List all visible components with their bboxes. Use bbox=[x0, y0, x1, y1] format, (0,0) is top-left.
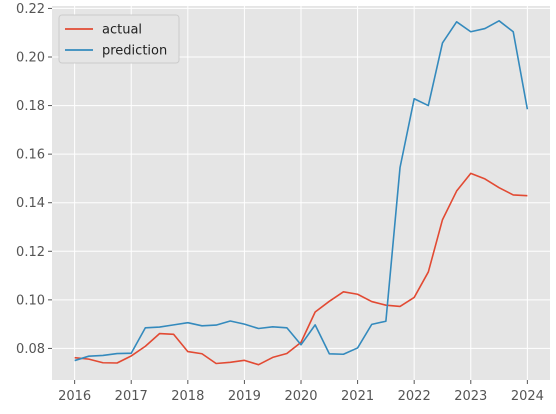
y-tick-label: 0.10 bbox=[16, 293, 45, 308]
x-tick-label: 2017 bbox=[115, 389, 148, 404]
x-axis-ticks: 2016 2017 2018 2019 2020 2021 2022 2023 2024 bbox=[58, 380, 544, 404]
legend-label-prediction: prediction bbox=[102, 44, 167, 59]
series-layer bbox=[74, 20, 529, 366]
y-tick-label: 0.14 bbox=[16, 196, 45, 211]
legend-label-actual: actual bbox=[102, 23, 142, 38]
x-tick-label: 2019 bbox=[228, 389, 261, 404]
x-tick-label: 2024 bbox=[511, 389, 544, 404]
y-tick-label: 0.20 bbox=[16, 51, 45, 66]
x-tick-label: 2020 bbox=[284, 389, 317, 404]
grid-lines bbox=[52, 6, 550, 380]
x-tick-label: 2022 bbox=[398, 389, 431, 404]
x-tick-label: 2018 bbox=[171, 389, 204, 404]
y-tick-label: 0.16 bbox=[16, 148, 45, 163]
x-tick-label: 2021 bbox=[341, 389, 374, 404]
y-tick-label: 0.08 bbox=[16, 342, 45, 357]
legend: actual prediction bbox=[58, 14, 180, 64]
series-line-actual bbox=[74, 172, 528, 366]
y-tick-label: 0.12 bbox=[16, 245, 45, 260]
series-line-prediction bbox=[74, 20, 529, 362]
legend-box bbox=[58, 14, 180, 64]
x-tick-label: 2023 bbox=[454, 389, 487, 404]
y-tick-label: 0.22 bbox=[16, 2, 45, 17]
y-axis-ticks: 0.08 0.10 0.12 0.14 0.16 0.18 0.20 0.22 bbox=[16, 2, 52, 357]
x-tick-label: 2016 bbox=[58, 389, 91, 404]
y-tick-label: 0.18 bbox=[16, 99, 45, 114]
